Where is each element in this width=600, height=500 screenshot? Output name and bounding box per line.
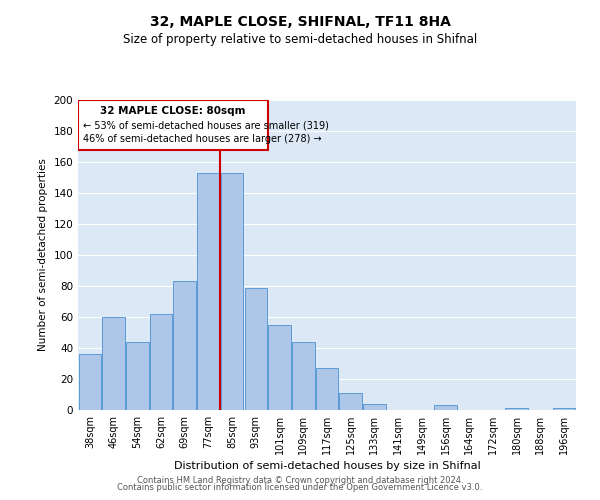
Bar — [173, 282, 196, 410]
Bar — [103, 317, 125, 410]
Text: 32 MAPLE CLOSE: 80sqm: 32 MAPLE CLOSE: 80sqm — [100, 106, 245, 116]
Text: Contains public sector information licensed under the Open Government Licence v3: Contains public sector information licen… — [118, 484, 482, 492]
Bar — [340, 393, 362, 410]
Bar — [197, 173, 220, 410]
Bar — [126, 342, 149, 410]
Bar — [434, 406, 457, 410]
Bar — [268, 325, 291, 410]
Bar — [553, 408, 575, 410]
Y-axis label: Number of semi-detached properties: Number of semi-detached properties — [38, 158, 48, 352]
Text: Contains HM Land Registry data © Crown copyright and database right 2024.: Contains HM Land Registry data © Crown c… — [137, 476, 463, 485]
Bar — [505, 408, 528, 410]
Bar — [245, 288, 267, 410]
Bar — [316, 368, 338, 410]
Text: 32, MAPLE CLOSE, SHIFNAL, TF11 8HA: 32, MAPLE CLOSE, SHIFNAL, TF11 8HA — [149, 15, 451, 29]
Bar — [150, 314, 172, 410]
X-axis label: Distribution of semi-detached houses by size in Shifnal: Distribution of semi-detached houses by … — [173, 461, 481, 471]
Bar — [292, 342, 314, 410]
Text: 46% of semi-detached houses are larger (278) →: 46% of semi-detached houses are larger (… — [83, 134, 322, 144]
Bar — [363, 404, 386, 410]
FancyBboxPatch shape — [78, 100, 268, 150]
Text: Size of property relative to semi-detached houses in Shifnal: Size of property relative to semi-detach… — [123, 32, 477, 46]
Text: ← 53% of semi-detached houses are smaller (319): ← 53% of semi-detached houses are smalle… — [83, 120, 329, 130]
Bar — [221, 173, 244, 410]
Bar — [79, 354, 101, 410]
